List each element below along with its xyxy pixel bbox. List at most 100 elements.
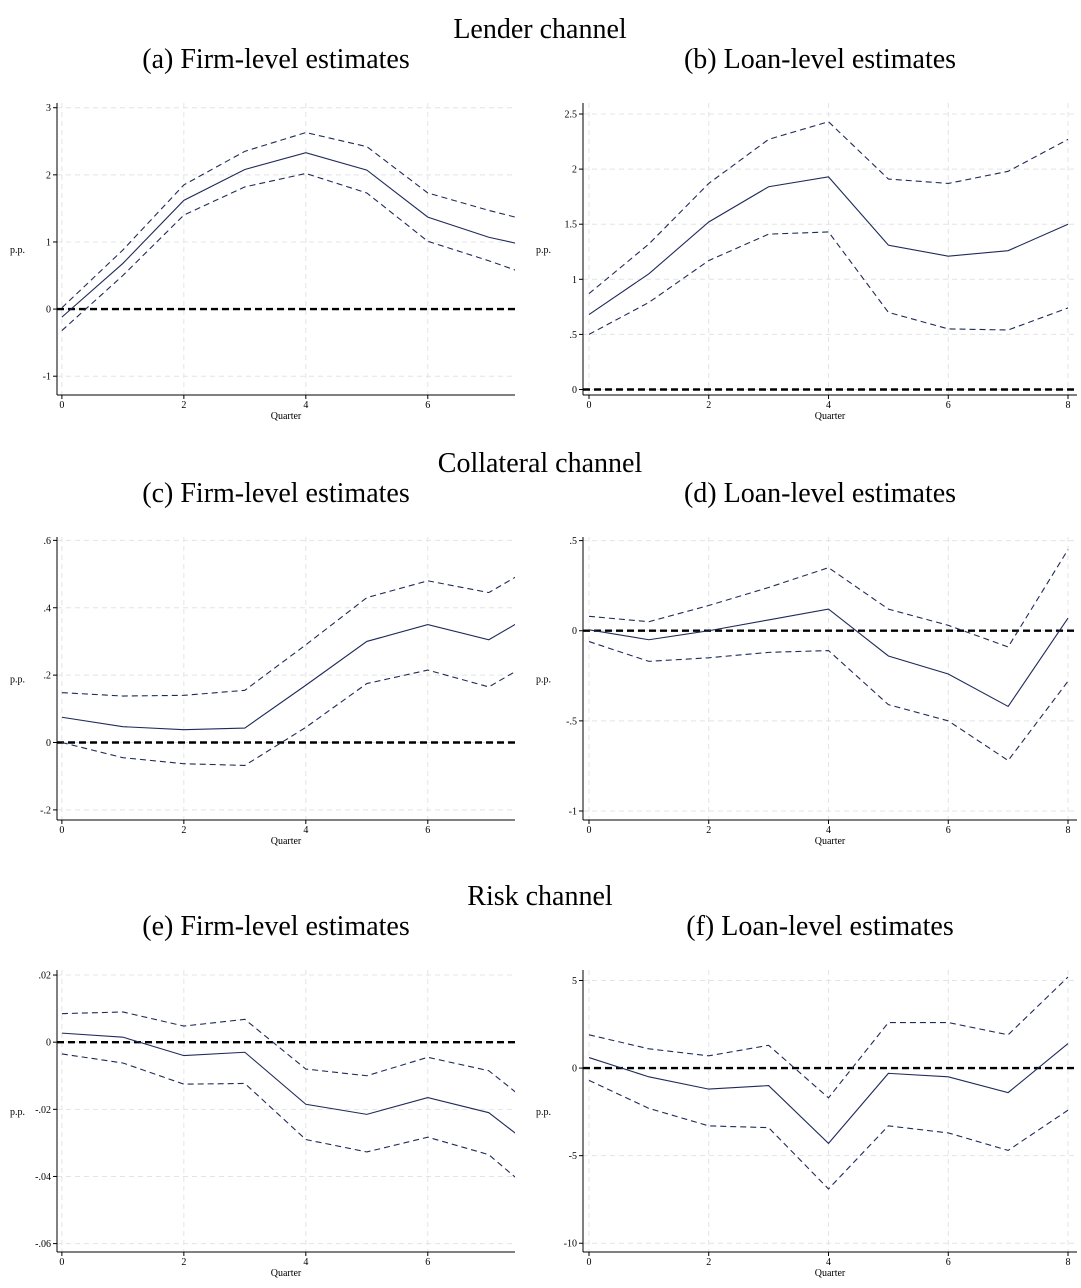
y-tick-label: 1.5	[565, 220, 578, 231]
section-title: Risk channel	[467, 881, 613, 912]
band-line	[61, 1053, 515, 1178]
y-tick-label: 2.5	[565, 110, 578, 121]
y-tick-label: -.2	[40, 805, 51, 816]
panel-title: (f) Loan-level estimates	[686, 911, 953, 942]
y-tick-label: 0	[572, 1064, 577, 1075]
x-axis-label: Quarter	[815, 411, 846, 422]
x-tick-label: 6	[425, 400, 430, 411]
y-tick-label: -.06	[35, 1239, 51, 1250]
y-tick-label: 0	[46, 1038, 51, 1049]
panel-title: (c) Firm-level estimates	[142, 478, 409, 509]
band-line	[588, 231, 1069, 335]
band-line	[588, 121, 1069, 295]
x-tick-label: 2	[181, 400, 186, 411]
y-tick-label: 0	[572, 385, 577, 396]
x-axis-label: Quarter	[271, 1268, 302, 1279]
panel-title: (d) Loan-level estimates	[684, 478, 956, 509]
x-tick-label: 4	[826, 400, 831, 411]
y-tick-label: .5	[570, 536, 578, 547]
panel: (e) Firm-level estimates -.06 -.04 -.02 0 .02…	[10, 911, 515, 1279]
x-axis-label: Quarter	[271, 836, 302, 847]
panel: (d) Loan-level estimates -1 -.5 0 .5 0 2 4 6 8 Qua…	[536, 478, 1077, 847]
section-title: Collateral channel	[438, 448, 643, 479]
panel: (a) Firm-level estimates -1 0 1 2 3 0 2 4 6 Quarte…	[10, 44, 515, 422]
estimate-line	[588, 608, 1069, 708]
band-line	[588, 641, 1069, 762]
panel: (f) Loan-level estimates -10 -5 0 5 0 2 4 6 8 Quar…	[536, 911, 1077, 1279]
y-axis-label: p.p.	[536, 245, 551, 256]
x-tick-label: 2	[181, 1257, 186, 1268]
panel: (b) Loan-level estimates 0 .5 1 1.5 2 2.5 0 2 4 6 8…	[536, 44, 1077, 422]
y-axis-label: p.p.	[536, 675, 551, 686]
y-tick-label: 0	[46, 738, 51, 749]
y-tick-label: -10	[564, 1239, 577, 1250]
band-line	[588, 549, 1069, 648]
panel-title: (e) Firm-level estimates	[142, 911, 409, 942]
x-tick-label: 2	[181, 825, 186, 836]
y-tick-label: -1	[43, 372, 51, 383]
estimate-line	[588, 1043, 1069, 1145]
y-tick-label: .6	[44, 536, 52, 547]
panel: (c) Firm-level estimates -.2 0 .2 .4 .6 0 2 4 6 Qu…	[10, 478, 515, 847]
x-tick-label: 2	[706, 1257, 711, 1268]
x-tick-label: 0	[586, 1257, 591, 1268]
y-tick-label: -1	[569, 806, 577, 817]
y-tick-label: 0	[46, 305, 51, 316]
y-tick-label: .4	[44, 603, 52, 614]
x-tick-label: 8	[1066, 400, 1071, 411]
x-tick-label: 0	[59, 825, 64, 836]
x-tick-label: 6	[425, 825, 430, 836]
band-line	[61, 669, 515, 766]
band-line	[61, 576, 515, 697]
estimate-line	[61, 623, 515, 731]
estimate-line	[61, 1032, 515, 1134]
y-tick-label: -5	[569, 1151, 577, 1162]
x-tick-label: 4	[303, 1257, 308, 1268]
y-tick-label: 3	[46, 103, 51, 114]
y-axis-label: p.p.	[10, 1107, 25, 1118]
x-tick-label: 6	[946, 825, 951, 836]
band-line	[61, 172, 515, 331]
x-tick-label: 4	[826, 1257, 831, 1268]
band-line	[61, 1011, 515, 1093]
y-tick-label: -.04	[35, 1172, 51, 1183]
y-tick-label: .2	[44, 671, 52, 682]
panel-title: (b) Loan-level estimates	[684, 44, 956, 75]
estimate-line	[588, 176, 1069, 316]
x-axis-label: Quarter	[815, 1268, 846, 1279]
x-tick-label: 0	[59, 400, 64, 411]
x-tick-label: 4	[303, 400, 308, 411]
x-tick-label: 0	[586, 400, 591, 411]
band-line	[61, 131, 515, 309]
y-axis-label: p.p.	[10, 245, 25, 256]
x-axis-label: Quarter	[815, 836, 846, 847]
y-tick-label: 1	[572, 275, 577, 286]
y-tick-label: -.02	[35, 1105, 51, 1116]
x-axis-label: Quarter	[271, 411, 302, 422]
y-tick-label: 0	[572, 626, 577, 637]
estimate-line	[61, 152, 515, 318]
x-tick-label: 6	[946, 400, 951, 411]
x-tick-label: 6	[946, 1257, 951, 1268]
panel-title: (a) Firm-level estimates	[142, 44, 409, 75]
x-tick-label: 2	[706, 400, 711, 411]
x-tick-label: 0	[586, 825, 591, 836]
x-tick-label: 8	[1066, 1257, 1071, 1268]
y-tick-label: .02	[39, 971, 52, 982]
x-tick-label: 6	[425, 1257, 430, 1268]
x-tick-label: 4	[826, 825, 831, 836]
x-tick-label: 4	[303, 825, 308, 836]
x-tick-label: 8	[1066, 825, 1071, 836]
y-tick-label: 5	[572, 976, 577, 987]
x-tick-label: 2	[706, 825, 711, 836]
band-line	[588, 1079, 1069, 1190]
band-line	[588, 976, 1069, 1099]
y-tick-label: 2	[46, 170, 51, 181]
y-tick-label: 2	[572, 165, 577, 176]
section-title: Lender channel	[453, 14, 627, 45]
y-axis-label: p.p.	[536, 1107, 551, 1118]
x-tick-label: 0	[59, 1257, 64, 1268]
y-tick-label: -.5	[566, 716, 577, 727]
y-tick-label: .5	[570, 330, 578, 341]
